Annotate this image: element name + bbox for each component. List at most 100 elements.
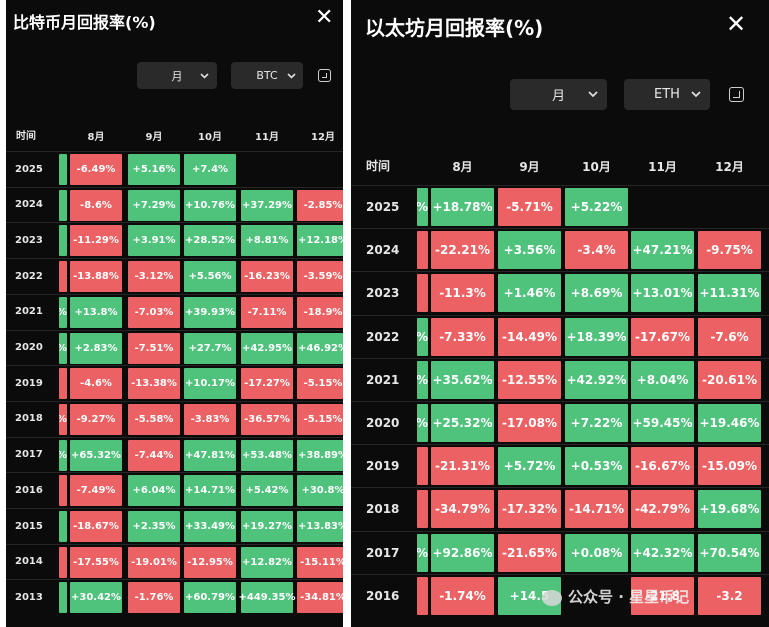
return-cell: +92.86% — [431, 533, 494, 572]
expand-icon[interactable] — [318, 69, 331, 82]
row-divider — [6, 186, 343, 188]
period-select[interactable]: 月 — [137, 62, 217, 89]
return-cell: -3.59% — [297, 261, 343, 293]
return-cell: -21.31% — [431, 447, 494, 486]
return-cell: +18.39% — [565, 317, 628, 356]
return-cell: +2.35% — [128, 511, 180, 542]
month-header: 11月 — [255, 132, 279, 143]
year-label: 2025 — [15, 163, 43, 175]
return-cell: -18.67% — [70, 511, 122, 542]
row-divider — [351, 357, 769, 359]
eth-returns-panel: 以太坊月回报率(%) ✕ 月 ETH 时间 8月 9月 10月 11月 12月 2025… — [351, 0, 769, 627]
row-divider — [351, 228, 769, 230]
close-icon[interactable]: ✕ — [315, 5, 334, 30]
return-cell: +8.04% — [631, 360, 694, 399]
prior-month-cell — [59, 154, 67, 185]
return-cell: +35.62% — [431, 360, 494, 399]
row-divider — [351, 185, 769, 186]
prior-month-cell: % — [417, 317, 428, 356]
return-cell: +42.95% — [241, 332, 293, 364]
return-cell: -16.23% — [241, 261, 293, 293]
year-label: 2020 — [15, 342, 43, 353]
year-label: 2016 — [15, 484, 43, 496]
return-cell: +38.89% — [297, 439, 343, 471]
btc-returns-panel: 比特币月回报率(%) ✕ 月 BTC 时间 8月 9月 10月 11月 12月 2025… — [6, 0, 343, 627]
asset-select-value: BTC — [256, 69, 278, 82]
month-header: 8月 — [87, 132, 105, 143]
return-cell: +1.46% — [498, 274, 561, 313]
return-cell: +7.4% — [184, 154, 236, 185]
year-label: 2023 — [366, 286, 400, 301]
month-header: 8月 — [452, 160, 473, 174]
row-divider — [6, 329, 343, 331]
return-cell: -42.79% — [631, 490, 694, 529]
return-cell: +18.78% — [431, 188, 494, 226]
row-divider — [351, 444, 769, 446]
return-cell: +47.21% — [631, 231, 694, 270]
return-cell: -13.38% — [128, 368, 180, 400]
return-cell: +13.83% — [297, 511, 343, 542]
return-cell: -3.83% — [184, 403, 236, 435]
asset-select[interactable]: ETH — [624, 79, 710, 110]
return-cell: -36.57% — [241, 403, 293, 435]
return-cell: -16.67% — [631, 447, 694, 486]
return-cell: -34.79% — [431, 490, 494, 529]
return-cell: -20.61% — [698, 360, 761, 399]
prior-month-cell — [59, 582, 67, 614]
return-cell: +42.32% — [631, 533, 694, 572]
row-divider — [351, 530, 769, 532]
return-cell: -3.2 — [698, 576, 761, 615]
return-cell: -14.71% — [565, 490, 628, 529]
time-header: 时间 — [16, 131, 36, 142]
expand-icon[interactable] — [729, 87, 744, 102]
return-cell: +13.01% — [631, 274, 694, 313]
prior-month-cell — [59, 189, 67, 221]
return-cell: -7.51% — [128, 332, 180, 364]
prior-month-cell — [417, 231, 428, 270]
return-cell: +13.8% — [70, 296, 122, 328]
close-icon[interactable]: ✕ — [726, 10, 747, 38]
return-cell: -5.58% — [128, 403, 180, 435]
row-divider — [351, 573, 769, 575]
year-label: 2019 — [15, 377, 43, 389]
return-cell: -17.55% — [70, 546, 122, 578]
return-cell: -12.55% — [498, 360, 561, 399]
return-cell: -11.29% — [70, 225, 122, 257]
return-cell: -22.21% — [431, 231, 494, 270]
return-cell: -7.44% — [128, 439, 180, 471]
return-cell: -17.67% — [631, 317, 694, 356]
return-cell: -17.32% — [498, 490, 561, 529]
return-cell: +70.54% — [698, 533, 761, 572]
return-cell: +3.56% — [498, 231, 561, 270]
return-cell: +8.69% — [565, 274, 628, 313]
chevron-down-icon — [588, 91, 598, 98]
return-cell: +19.27% — [241, 511, 293, 542]
year-label: 2014 — [15, 556, 43, 568]
period-select[interactable]: 月 — [510, 79, 607, 110]
year-label: 2022 — [366, 329, 400, 344]
year-label: 2013 — [15, 591, 43, 603]
return-cell: +30.42% — [70, 582, 122, 614]
return-cell: -21.8 — [631, 576, 694, 615]
asset-select[interactable]: BTC — [231, 62, 303, 89]
return-cell: +5.72% — [498, 447, 561, 486]
row-divider — [351, 271, 769, 273]
row-divider — [6, 543, 343, 545]
return-cell: +2.83% — [70, 332, 122, 364]
month-header: 12月 — [311, 132, 335, 143]
prior-month-cell: % — [417, 360, 428, 399]
return-cell: +6.04% — [128, 475, 180, 507]
month-header: 11月 — [648, 160, 677, 174]
year-label: 2022 — [15, 270, 43, 282]
return-cell: -2.85% — [297, 189, 343, 221]
return-cell: +5.16% — [128, 154, 180, 185]
month-header: 9月 — [519, 160, 540, 174]
row-divider — [6, 508, 343, 509]
prior-month-cell — [417, 274, 428, 313]
chevron-down-icon — [287, 73, 296, 79]
time-header: 时间 — [365, 159, 390, 173]
return-cell: +12.18% — [297, 225, 343, 257]
return-cell: +7.22% — [565, 404, 628, 442]
return-cell: +8.81% — [241, 225, 293, 257]
return-cell: +28.52% — [184, 225, 236, 257]
